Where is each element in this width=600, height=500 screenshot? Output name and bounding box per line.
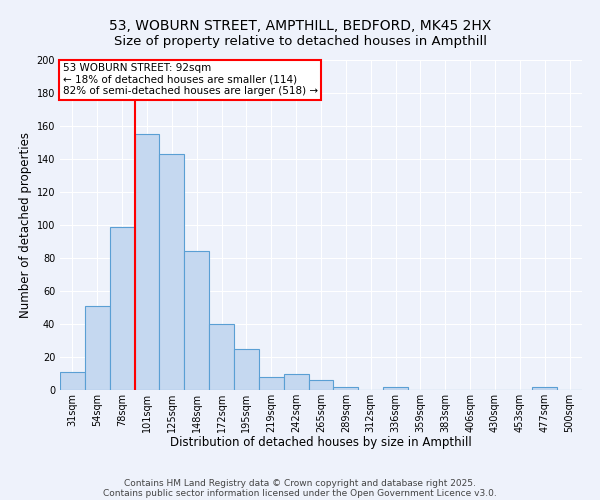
Bar	[334, 386, 358, 390]
Y-axis label: Number of detached properties: Number of detached properties	[19, 132, 32, 318]
Bar	[110, 226, 134, 390]
Bar	[234, 349, 259, 390]
Bar	[284, 374, 308, 390]
Bar	[85, 306, 110, 390]
Bar	[532, 386, 557, 390]
Bar	[383, 386, 408, 390]
Bar	[134, 134, 160, 390]
Bar	[308, 380, 334, 390]
Bar	[259, 377, 284, 390]
Bar	[209, 324, 234, 390]
Bar	[160, 154, 184, 390]
Text: Contains public sector information licensed under the Open Government Licence v3: Contains public sector information licen…	[103, 488, 497, 498]
Text: Size of property relative to detached houses in Ampthill: Size of property relative to detached ho…	[113, 34, 487, 48]
Bar	[60, 372, 85, 390]
Text: 53 WOBURN STREET: 92sqm
← 18% of detached houses are smaller (114)
82% of semi-d: 53 WOBURN STREET: 92sqm ← 18% of detache…	[62, 64, 318, 96]
Text: Contains HM Land Registry data © Crown copyright and database right 2025.: Contains HM Land Registry data © Crown c…	[124, 478, 476, 488]
Bar	[184, 252, 209, 390]
X-axis label: Distribution of detached houses by size in Ampthill: Distribution of detached houses by size …	[170, 436, 472, 450]
Text: 53, WOBURN STREET, AMPTHILL, BEDFORD, MK45 2HX: 53, WOBURN STREET, AMPTHILL, BEDFORD, MK…	[109, 18, 491, 32]
